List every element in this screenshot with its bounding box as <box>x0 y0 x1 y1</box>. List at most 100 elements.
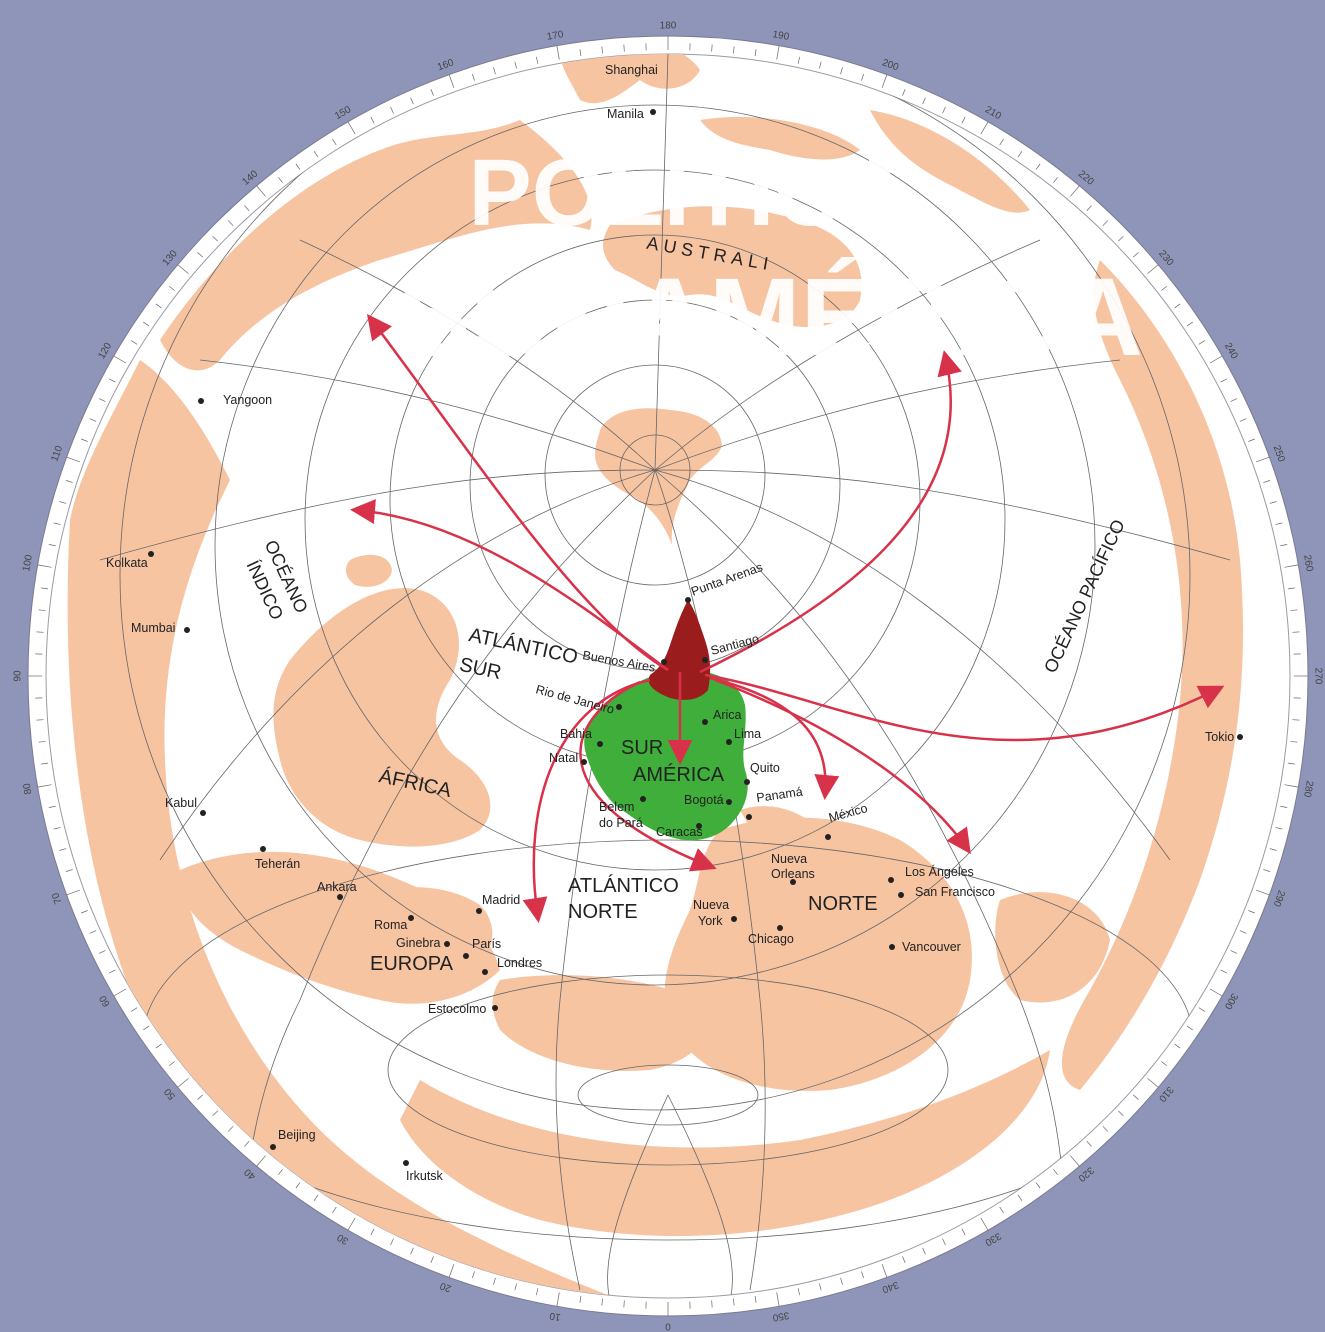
degree-tick <box>733 1298 735 1306</box>
city-label: Irkutsk <box>406 1169 444 1183</box>
degree-tick <box>1275 522 1283 525</box>
city-label: Caracas <box>656 825 703 839</box>
degree-tick <box>1275 827 1283 830</box>
degree-tick <box>1035 163 1041 170</box>
degree-ticks <box>28 36 1308 1316</box>
city-label: Kolkata <box>106 556 148 570</box>
degree-label: 290 <box>1270 889 1286 909</box>
degree-tick <box>999 1206 1004 1213</box>
degree-tick <box>754 49 757 57</box>
degree-tick <box>733 46 735 54</box>
degree-label: 110 <box>49 444 65 463</box>
city-label: Quito <box>750 761 780 775</box>
degree-label: 300 <box>1222 991 1240 1011</box>
degree-tick <box>89 418 97 422</box>
degree-tick <box>1209 355 1223 364</box>
degree-tick <box>1280 805 1288 808</box>
degree-label: 240 <box>1222 341 1240 361</box>
label-atlantico-norte-1: ATLÁNTICO <box>568 874 679 897</box>
degree-tick <box>48 805 56 808</box>
degree-tick <box>37 564 52 568</box>
degree-tick <box>1053 1169 1058 1176</box>
degree-tick <box>98 398 106 402</box>
degree-label: 100 <box>21 554 35 573</box>
degree-tick <box>390 1238 394 1246</box>
city-dot <box>463 953 469 959</box>
city-label: Yangoon <box>223 393 272 407</box>
degree-tick <box>493 1277 496 1285</box>
degree-label: 270 <box>1312 668 1323 685</box>
city-label: Mumbai <box>131 621 175 635</box>
degree-tick <box>53 827 61 830</box>
city-dot <box>685 597 691 603</box>
degree-tick <box>472 73 475 81</box>
degree-tick <box>53 522 61 525</box>
degree-tick <box>65 480 73 483</box>
degree-tick <box>980 121 989 135</box>
degree-tick <box>1220 969 1228 974</box>
degree-tick <box>601 1298 603 1306</box>
label-sur-america-1: SUR <box>621 737 663 759</box>
degree-tick <box>1263 480 1271 483</box>
degree-tick <box>1017 151 1023 158</box>
degree-label: 30 <box>335 1231 351 1246</box>
city-label: Nueva <box>771 852 807 866</box>
degree-tick <box>410 1247 414 1255</box>
city-label: Chicago <box>748 932 794 946</box>
city-label: Panamá <box>755 785 803 805</box>
city-label: York <box>698 914 723 928</box>
degree-tick <box>212 236 218 242</box>
label-norte: NORTE <box>808 893 878 915</box>
degree-tick <box>536 1288 539 1296</box>
degree-tick <box>1102 220 1108 226</box>
degree-tick <box>143 1025 150 1031</box>
degree-tick <box>131 1007 138 1012</box>
degree-tick <box>228 1126 234 1132</box>
degree-tick <box>430 1256 434 1264</box>
degree-tick <box>1284 784 1299 788</box>
degree-tick <box>1287 762 1295 765</box>
city-label: Estocolmo <box>428 1002 486 1016</box>
southern-cone-shape <box>648 600 711 700</box>
degree-label: 120 <box>96 341 114 361</box>
city-dot <box>597 741 603 747</box>
degree-tick <box>1147 264 1159 274</box>
degree-tick <box>514 61 517 69</box>
label-europa: EUROPA <box>370 953 454 975</box>
degree-tick <box>278 176 283 183</box>
label-atlantico-norte-2: NORTE <box>568 901 638 923</box>
degree-tick <box>1230 398 1238 402</box>
degree-tick <box>108 378 116 383</box>
degree-tick <box>556 45 560 60</box>
land-outer-ring-west <box>67 360 620 1298</box>
degree-tick <box>1086 205 1092 212</box>
degree-tick <box>819 61 822 69</box>
degree-tick <box>902 88 906 96</box>
degree-tick <box>1280 544 1288 547</box>
city-dot <box>744 779 750 785</box>
degree-label: 10 <box>548 1310 561 1323</box>
degree-label: 170 <box>546 29 565 43</box>
degree-tick <box>1161 1061 1168 1066</box>
degree-tick <box>80 438 88 442</box>
degree-label: 250 <box>1271 444 1287 464</box>
watermark-title-line2: SURAMÉRICA <box>397 256 1143 379</box>
degree-tick <box>59 501 67 504</box>
degree-tick <box>1269 501 1277 504</box>
land-pacific-east-band <box>1061 260 1244 1090</box>
degree-tick <box>999 139 1004 146</box>
degree-label: 90 <box>13 670 24 682</box>
degree-label: 50 <box>162 1086 178 1102</box>
land-east-asia-islands <box>870 110 1030 213</box>
degree-label: 20 <box>438 1279 453 1293</box>
degree-tick <box>332 139 337 146</box>
degree-tick <box>579 1295 582 1303</box>
land-central-america <box>740 806 820 837</box>
land-pacific-islands-north <box>559 54 700 104</box>
degree-tick <box>472 1271 475 1279</box>
degree-tick <box>536 56 539 64</box>
degree-tick <box>168 286 175 291</box>
degree-tick <box>1239 930 1247 934</box>
city-label: París <box>472 937 501 951</box>
